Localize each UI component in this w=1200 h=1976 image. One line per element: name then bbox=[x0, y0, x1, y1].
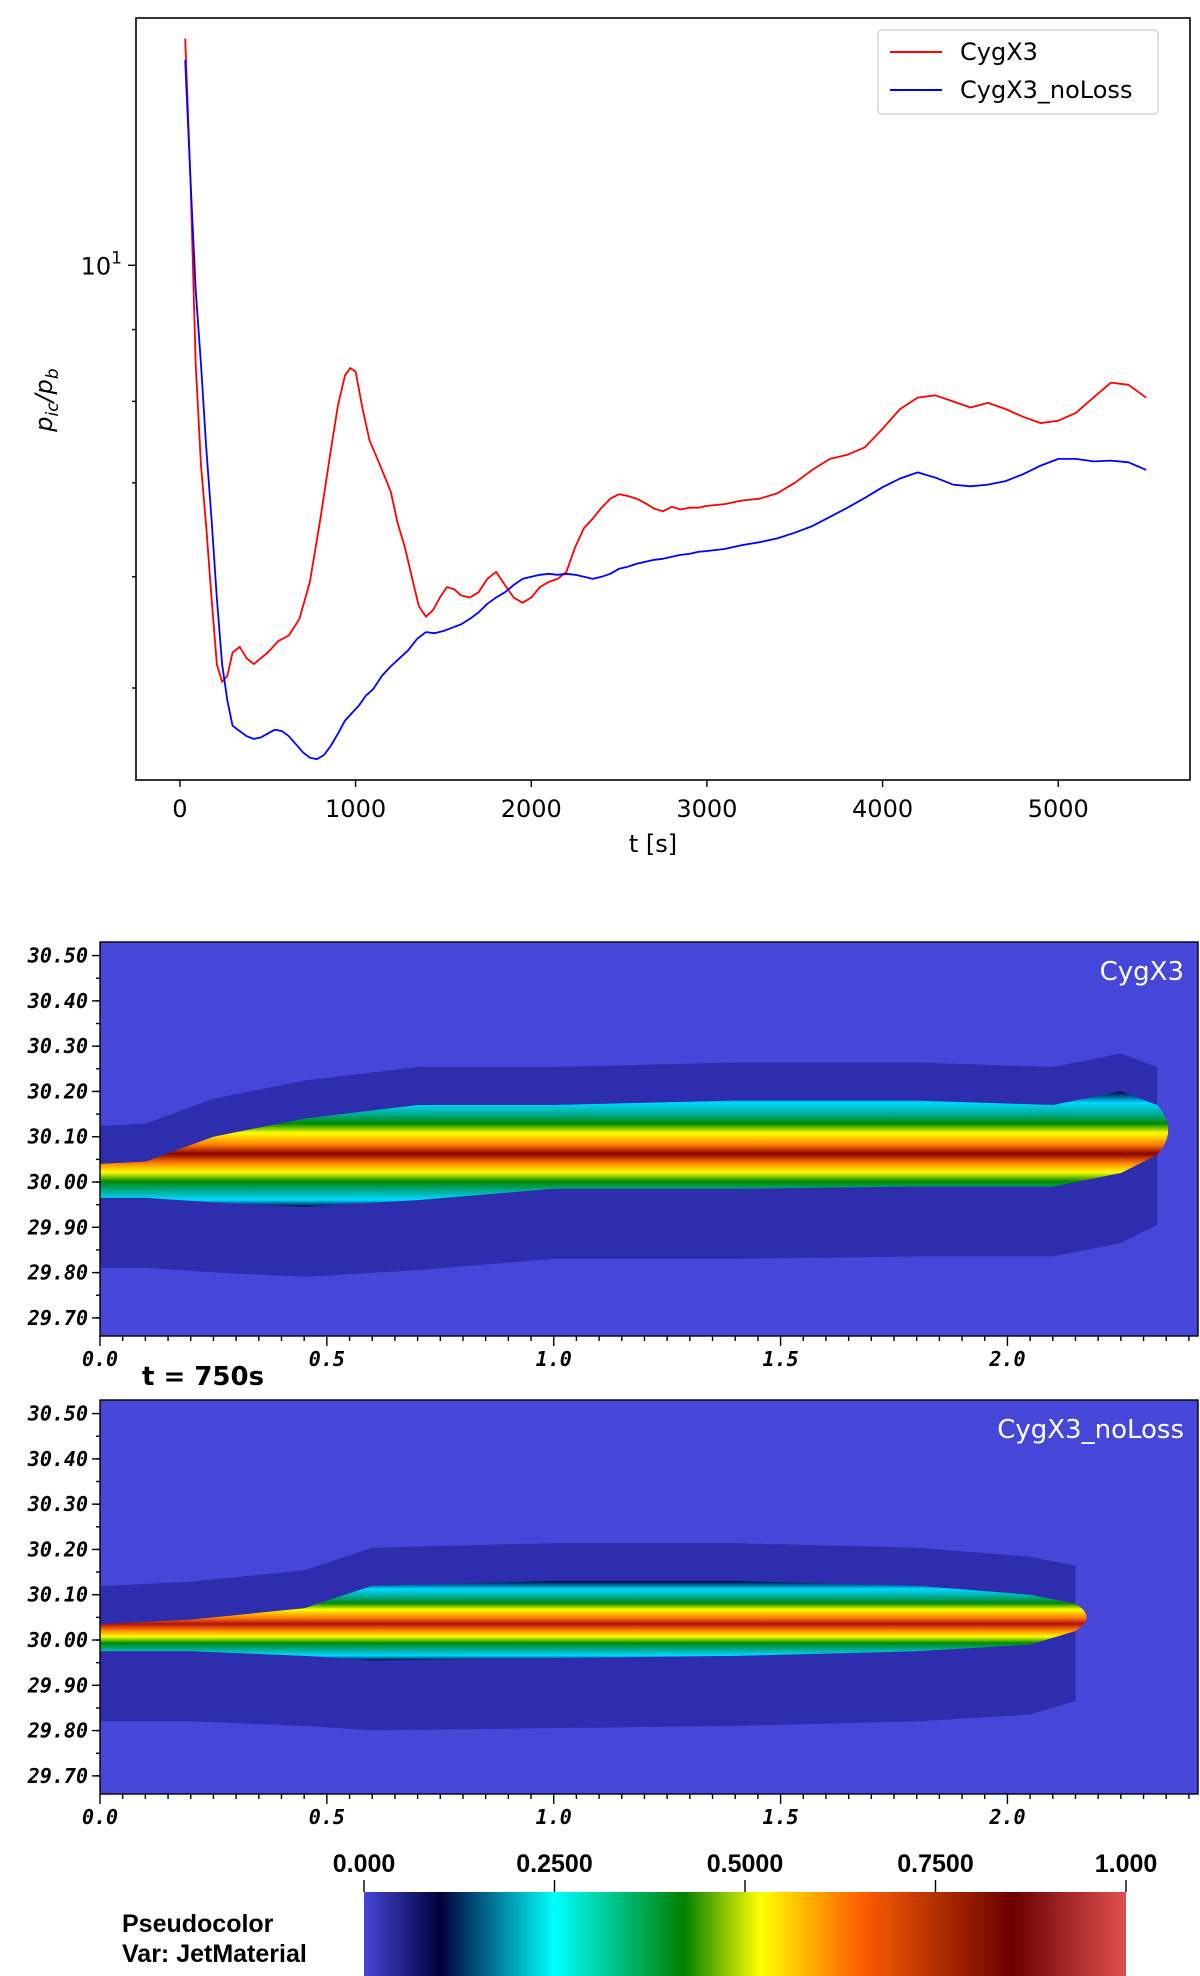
x-tick-label: 0.5 bbox=[309, 1347, 345, 1371]
panel-label: CygX3_noLoss bbox=[997, 1415, 1184, 1445]
colorbar-variable: Var: JetMaterial bbox=[122, 1940, 307, 1968]
panel-frame bbox=[99, 941, 1199, 1337]
x-tick-label: 2.0 bbox=[988, 1347, 1025, 1371]
x-tick-label: 0 bbox=[172, 795, 187, 823]
panel-frame bbox=[99, 1399, 1199, 1795]
line-chart-frame bbox=[135, 17, 1191, 781]
jet-body bbox=[100, 1091, 1169, 1207]
y-tick-label: 30.00 bbox=[27, 1628, 88, 1652]
colorbar-tick-label: 0.7500 bbox=[897, 1850, 973, 1878]
x-tick-label: 2.0 bbox=[988, 1805, 1025, 1829]
y-tick-label: 101 bbox=[81, 248, 122, 280]
y-tick-label: 30.40 bbox=[27, 989, 88, 1013]
x-tick-label: 3000 bbox=[676, 795, 737, 823]
x-tick-label: 0.0 bbox=[82, 1347, 118, 1371]
x-axis-label: t [s] bbox=[629, 830, 677, 858]
legend-entry: CygX3 bbox=[960, 38, 1038, 66]
pseudocolor-panel-0: CygX3 30.50 30.40 30.30 30.20 30.10 30.00 29.90… bbox=[27, 941, 1199, 1371]
y-tick-label: 29.70 bbox=[27, 1306, 88, 1330]
y-tick-label: 29.90 bbox=[27, 1215, 88, 1239]
y-axis-label: pic/pb bbox=[30, 368, 63, 432]
y-tick-label: 29.80 bbox=[27, 1719, 88, 1743]
x-tick-label: 0.0 bbox=[82, 1805, 118, 1829]
colorbar-tick-label: 1.000 bbox=[1095, 1850, 1158, 1878]
time-label: t = 750s bbox=[142, 1362, 264, 1392]
series-line-0 bbox=[184, 38, 1147, 683]
line-chart-series-group bbox=[184, 38, 1147, 760]
x-tick-label: 4000 bbox=[852, 795, 913, 823]
x-tick-label: 1.5 bbox=[763, 1805, 799, 1829]
x-tick-label: 1.5 bbox=[763, 1347, 799, 1371]
y-tick-label: 30.10 bbox=[27, 1583, 88, 1607]
colorbar-title: Pseudocolor bbox=[122, 1910, 274, 1938]
colorbar-tick-label: 0.5000 bbox=[707, 1850, 783, 1878]
colorbar: 0.000 0.2500 0.5000 0.7500 1.000 PseudocolorV… bbox=[122, 1850, 1157, 1976]
colorbar-tick-label: 0.2500 bbox=[516, 1850, 592, 1878]
line-chart: 0 1000 2000 3000 4000 5000 101 t [s] pic/pb CygX… bbox=[30, 17, 1191, 858]
pseudocolor-panel-1: CygX3_noLoss 30.50 30.40 30.30 30.20 30.10 30.… bbox=[27, 1399, 1199, 1829]
pseudocolor-panels: CygX3 30.50 30.40 30.30 30.20 30.10 30.00 29.90… bbox=[27, 941, 1199, 1829]
x-tick-label: 5000 bbox=[1028, 795, 1089, 823]
y-tick-label: 30.10 bbox=[27, 1125, 88, 1149]
colorbar-gradient bbox=[364, 1892, 1126, 1976]
y-tick-label: 30.50 bbox=[27, 1402, 88, 1426]
x-tick-label: 1.0 bbox=[536, 1805, 572, 1829]
y-tick-label: 30.00 bbox=[27, 1170, 88, 1194]
x-tick-label: 2000 bbox=[501, 795, 562, 823]
y-tick-label: 29.70 bbox=[27, 1764, 88, 1788]
pseudocolor-chart: CygX3 30.50 30.40 30.30 30.20 30.10 30.00 29.90… bbox=[27, 941, 1199, 1976]
y-tick-label: 30.20 bbox=[27, 1079, 88, 1103]
y-tick-label: 30.40 bbox=[27, 1447, 88, 1471]
line-chart-legend: CygX3 CygX3_noLoss bbox=[877, 29, 1159, 115]
panel-label: CygX3 bbox=[1100, 957, 1184, 987]
y-tick-label: 29.80 bbox=[27, 1261, 88, 1285]
x-tick-label: 0.5 bbox=[309, 1805, 345, 1829]
y-tick-label: 29.90 bbox=[27, 1673, 88, 1697]
y-tick-label: 30.50 bbox=[27, 944, 88, 968]
jet-body bbox=[100, 1581, 1087, 1661]
y-tick-label: 30.30 bbox=[27, 1492, 88, 1516]
x-tick-label: 1000 bbox=[325, 795, 386, 823]
colorbar-tick-label: 0.000 bbox=[333, 1850, 396, 1878]
line-chart-axes: 0 1000 2000 3000 4000 5000 101 t [s] pic/pb bbox=[30, 17, 1191, 858]
series-line-1 bbox=[184, 60, 1147, 760]
y-tick-label: 30.20 bbox=[27, 1537, 88, 1561]
y-tick-label: 30.30 bbox=[27, 1034, 88, 1058]
legend-box bbox=[877, 29, 1159, 115]
legend-entry: CygX3_noLoss bbox=[960, 76, 1132, 104]
x-tick-label: 1.0 bbox=[536, 1347, 572, 1371]
